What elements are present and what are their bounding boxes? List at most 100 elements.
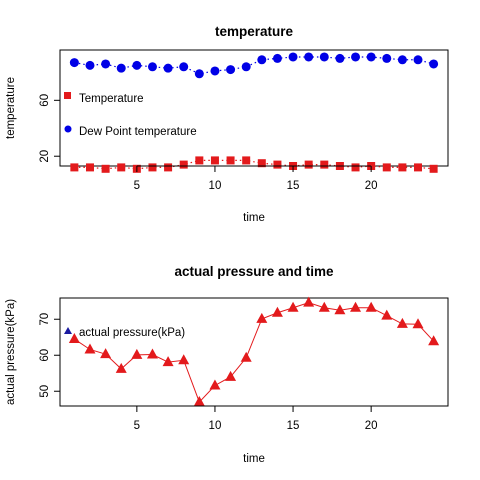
data-point (334, 304, 346, 315)
data-point (256, 312, 268, 323)
data-point (225, 370, 237, 381)
data-point (382, 163, 391, 172)
data-point (101, 164, 110, 173)
x-tick-label: 20 (365, 420, 378, 432)
y-tick-label: 60 (39, 349, 51, 362)
temperature-panel: temperature time temperature 5 10 15 20 20 60… (5, 24, 449, 224)
data-point (131, 348, 143, 359)
x-tick-label: 10 (209, 180, 222, 192)
data-point (178, 354, 190, 365)
data-point (210, 66, 220, 76)
data-point (164, 163, 173, 172)
data-point (117, 163, 126, 172)
data-point (132, 60, 142, 70)
data-point (194, 69, 204, 79)
data-point (70, 163, 79, 172)
data-point (226, 65, 236, 75)
data-point (304, 160, 313, 169)
legend-label-dew-point: Dew Point temperature (79, 126, 197, 138)
chart-axes: 5 10 15 20 20 60 (39, 94, 378, 192)
data-point (193, 396, 205, 407)
data-point (319, 52, 329, 62)
y-tick-label: 20 (39, 150, 51, 163)
data-point (241, 62, 251, 72)
x-tick-label: 10 (209, 420, 222, 432)
legend-label-temperature: Temperature (79, 93, 144, 105)
data-point (85, 60, 95, 70)
data-point (320, 160, 329, 169)
legend-swatch-dew-point (64, 125, 72, 133)
x-tick-label: 5 (134, 420, 140, 432)
legend-swatch-temperature (64, 92, 71, 99)
y-tick-label: 50 (39, 385, 51, 398)
data-point (288, 52, 298, 62)
data-point (350, 301, 362, 312)
data-point (84, 343, 96, 354)
data-point (100, 348, 112, 359)
data-point (351, 52, 361, 62)
x-axis-label: time (243, 453, 265, 465)
x-axis-label: time (243, 212, 265, 224)
chart-legend: Temperature Dew Point temperature (64, 92, 197, 138)
data-point (429, 164, 438, 173)
data-point (366, 52, 376, 62)
data-point (318, 301, 330, 312)
data-point (242, 156, 251, 165)
pressure-panel: actual pressure and time time actual pre… (5, 264, 449, 465)
data-point (101, 59, 111, 69)
data-point (257, 55, 267, 65)
legend-label-pressure: actual pressure(kPa) (79, 327, 185, 339)
data-point (304, 52, 314, 62)
data-point (382, 53, 392, 63)
data-point (257, 159, 266, 168)
data-point (69, 58, 79, 68)
data-point (116, 63, 126, 73)
data-point (148, 163, 157, 172)
data-point (413, 55, 423, 65)
data-point (272, 53, 282, 63)
data-point (179, 160, 188, 169)
data-point (414, 163, 423, 172)
chart-title: temperature (215, 24, 294, 39)
data-point (412, 318, 424, 329)
data-point (428, 335, 440, 346)
data-point (273, 160, 282, 169)
series-line-actual-pressure-kpa (74, 302, 434, 403)
data-point (271, 306, 283, 317)
data-point (397, 55, 407, 65)
data-point (85, 163, 94, 172)
chart-marks (69, 52, 439, 173)
data-point (209, 379, 221, 390)
data-point (287, 301, 299, 312)
data-point (398, 163, 407, 172)
data-point (163, 63, 173, 73)
data-point (162, 356, 174, 367)
series-line-temperature (74, 159, 434, 170)
y-tick-label: 60 (39, 94, 51, 107)
x-tick-label: 5 (134, 180, 140, 192)
data-point (179, 62, 189, 72)
data-point (396, 317, 408, 328)
data-point (68, 333, 80, 344)
data-point (210, 156, 219, 165)
data-point (351, 163, 360, 172)
series-line-dew-point-temperature (74, 56, 434, 75)
data-point (115, 362, 127, 373)
x-tick-label: 15 (287, 420, 300, 432)
data-point (303, 296, 315, 307)
data-point (429, 59, 439, 69)
data-point (381, 309, 393, 320)
y-tick-label: 70 (39, 313, 51, 326)
y-axis-label: temperature (5, 77, 17, 139)
x-tick-label: 15 (287, 180, 300, 192)
data-point (335, 53, 345, 63)
data-point (240, 351, 252, 362)
legend-swatch-pressure (64, 327, 72, 334)
chart-legend: actual pressure(kPa) (64, 327, 185, 339)
data-point (365, 301, 377, 312)
x-tick-label: 20 (365, 180, 378, 192)
data-point (195, 156, 204, 165)
chart-axes: 5 10 15 20 50 60 70 (39, 313, 378, 432)
data-point (147, 62, 157, 72)
